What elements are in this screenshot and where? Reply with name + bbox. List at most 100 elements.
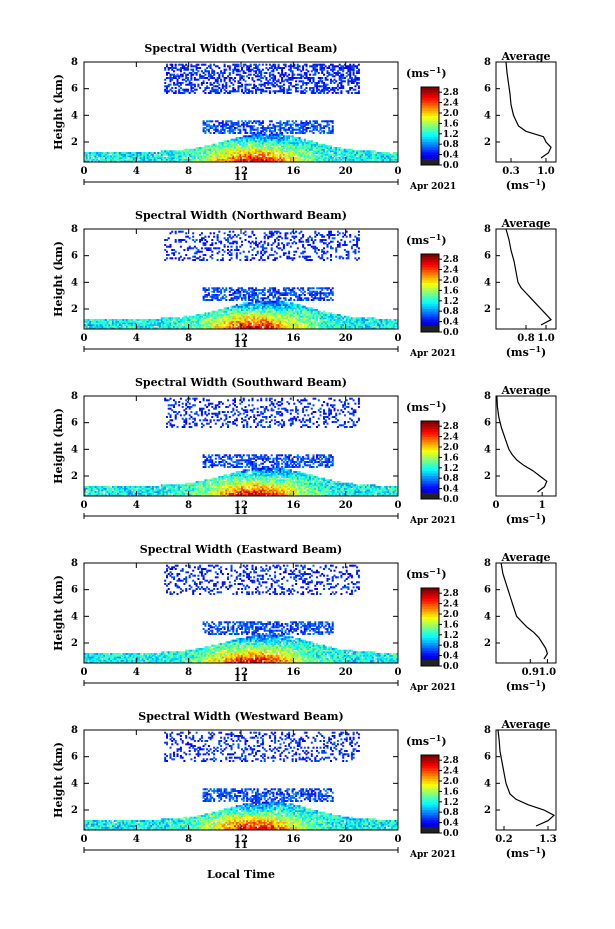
- heatmap-cell: [373, 155, 376, 158]
- heatmap-cell: [305, 122, 308, 124]
- heatmap-cell: [282, 75, 285, 78]
- heatmap-cell: [132, 155, 135, 158]
- heatmap-cell: [192, 70, 195, 73]
- heatmap-cell: [214, 324, 217, 326]
- heatmap-cell: [234, 234, 236, 236]
- heatmap-cell: [253, 257, 256, 260]
- heatmap-cell: [234, 307, 236, 310]
- heatmap-cell: [284, 140, 287, 143]
- heatmap-cell: [178, 85, 181, 88]
- heatmap-cell: [139, 322, 142, 325]
- heatmap-cell: [255, 237, 257, 240]
- heatmap-cell: [218, 315, 221, 318]
- heatmap-cell: [317, 147, 320, 149]
- heatmap-cell: [234, 324, 236, 326]
- heatmap-cell: [207, 87, 210, 89]
- heatmap-cell: [129, 327, 132, 330]
- heatmap-cell: [354, 158, 357, 161]
- heatmap-cell: [319, 77, 322, 79]
- heatmap-cell: [343, 153, 346, 156]
- heatmap-cell: [303, 122, 306, 124]
- heatmap-cell: [357, 68, 360, 71]
- heatmap-cell: [106, 322, 109, 325]
- heatmap-cell: [340, 153, 343, 156]
- heatmap-cell: [218, 287, 221, 290]
- heatmap-cell: [286, 80, 289, 83]
- colorbar-tick-label: 2.4: [443, 99, 459, 109]
- heatmap-cell: [84, 320, 86, 323]
- heatmap-cell: [336, 72, 339, 74]
- heatmap-cell: [323, 85, 325, 88]
- heatmap-cell: [270, 147, 273, 149]
- heatmap-cell: [335, 72, 338, 74]
- heatmap-cell: [310, 90, 313, 93]
- colorbar-step: [421, 136, 439, 140]
- heatmap-cell: [204, 299, 207, 301]
- heatmap-cell: [220, 327, 223, 330]
- heatmap-cell: [106, 157, 109, 159]
- heatmap-cell: [319, 63, 322, 66]
- heatmap-cell: [227, 152, 229, 154]
- heatmap-cell: [282, 87, 285, 89]
- heatmap-cell: [256, 302, 259, 305]
- heatmap-cell: [171, 73, 174, 76]
- heatmap-cell: [295, 250, 298, 253]
- heatmap-cell: [286, 150, 289, 153]
- heatmap-cell: [309, 157, 311, 159]
- heatmap-cell: [380, 153, 383, 156]
- heatmap-cell: [206, 67, 209, 69]
- heatmap-cell: [218, 240, 221, 243]
- colorbar-tick-label: 2.0: [443, 109, 459, 119]
- heatmap-cell: [248, 317, 250, 320]
- heatmap-cell: [176, 320, 179, 323]
- heatmap-cell: [118, 153, 121, 156]
- heatmap-cell: [242, 145, 245, 148]
- heatmap-cell: [319, 152, 322, 154]
- heatmap-cell: [96, 157, 99, 159]
- heatmap-cell: [207, 160, 210, 163]
- heatmap-cell: [328, 87, 331, 89]
- heatmap-cell: [385, 155, 388, 158]
- heatmap-cell: [389, 157, 392, 159]
- heatmap-cell: [230, 237, 233, 240]
- heatmap-cell: [345, 153, 348, 156]
- heatmap-cell: [235, 127, 238, 129]
- heatmap-cell: [213, 287, 216, 290]
- heatmap-cell: [261, 157, 264, 159]
- heatmap-cell: [179, 63, 182, 66]
- heatmap-cell: [179, 319, 182, 321]
- heatmap-cell: [333, 87, 336, 89]
- heatmap-cell: [267, 145, 270, 148]
- heatmap-cell: [368, 158, 371, 161]
- heatmap-cell: [235, 142, 238, 144]
- heatmap-cell: [349, 148, 352, 151]
- heatmap-cell: [336, 147, 339, 149]
- heatmap-cell: [309, 122, 311, 124]
- heatmap-cell: [183, 72, 186, 74]
- heatmap-cell: [204, 314, 207, 316]
- heatmap-cell: [253, 295, 256, 298]
- heatmap-cell: [251, 150, 254, 153]
- heatmap-cell: [188, 92, 191, 94]
- heatmap-cell: [270, 160, 273, 163]
- heatmap-cell: [272, 155, 275, 158]
- heatmap-cell: [157, 152, 160, 154]
- heatmap-cell: [136, 319, 139, 321]
- heatmap-cell: [281, 137, 284, 139]
- heatmap-cell: [387, 152, 390, 154]
- heatmap-cell: [251, 309, 254, 311]
- heatmap-cell: [312, 73, 315, 76]
- heatmap-cell: [246, 75, 249, 78]
- heatmap-cell: [300, 85, 303, 88]
- heatmap-cell: [244, 317, 247, 320]
- heatmap-cell: [185, 153, 188, 156]
- heatmap-cell: [256, 148, 259, 151]
- heatmap-cell: [316, 152, 318, 154]
- heatmap-cell: [293, 254, 296, 256]
- heatmap-cell: [272, 65, 275, 68]
- heatmap-cell: [143, 327, 146, 330]
- heatmap-cell: [209, 320, 212, 323]
- heatmap-cell: [248, 287, 250, 290]
- heatmap-cell: [289, 142, 292, 144]
- heatmap-cell: [188, 150, 191, 153]
